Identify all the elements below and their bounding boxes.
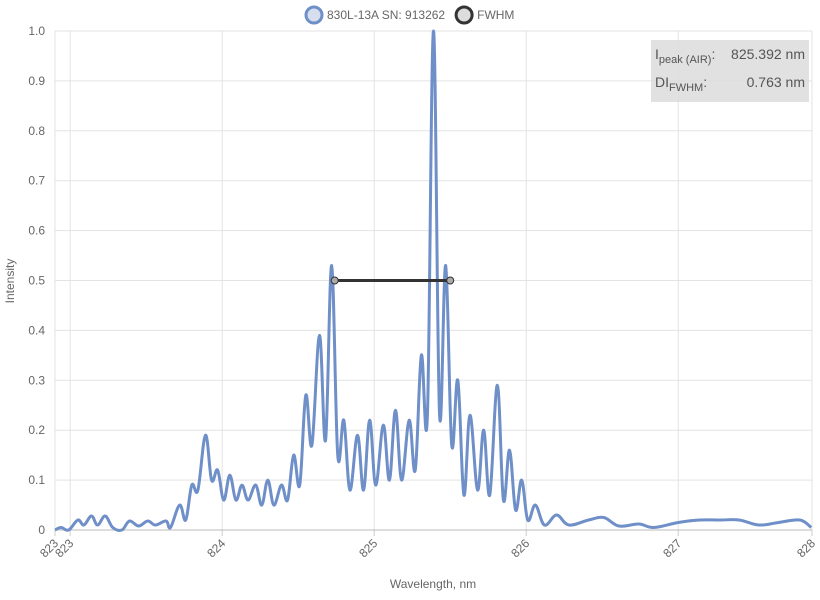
y-tick-label: 1.0 [28,24,45,38]
x-tick-label: 825 [356,536,380,560]
annotation-key: Ipeak (AIR): [655,43,715,71]
legend-label: 830L-13A SN: 913262 [327,8,445,22]
annotation-row: Ipeak (AIR): 825.392 nm [655,43,805,71]
y-tick-label: 0.8 [28,124,45,138]
x-tick-label: 827 [660,536,684,560]
legend-label: FWHM [477,8,514,22]
annotation-label: I [655,46,659,62]
spectrum-line [54,29,813,532]
y-tick-label: 0.2 [28,423,45,437]
annotation-suffix: : [711,46,716,62]
annotation-suffix: : [703,73,708,90]
y-tick-label: 0.1 [28,473,45,487]
x-tick-label: 824 [204,536,228,560]
annotation-box: Ipeak (AIR): 825.392 nm DIFWHM: 0.763 nm [651,40,809,102]
y-tick-label: 0.9 [28,74,45,88]
fwhm-point [446,276,455,285]
y-tick-label: 0.4 [28,323,45,337]
x-axis-label: Wavelength, nm [390,577,476,591]
annotation-key: DIFWHM: [655,71,707,99]
fwhm-point [330,276,339,285]
legend-marker [304,5,324,25]
annotation-sub: peak (AIR) [658,53,712,66]
x-tick-label: 826 [508,536,532,560]
annotation-value: 825.392 nm [731,46,805,62]
x-tick-label: 823 [52,536,76,560]
annotation-row: DIFWHM: 0.763 nm [655,71,805,99]
y-tick-label: 0 [38,523,45,537]
y-tick-label: 0.5 [28,274,45,288]
x-tick-label: 828 [794,536,818,560]
y-tick-label: 0.6 [28,224,45,238]
annotation-sub: FWHM [669,81,704,94]
annotation-label: DI [655,73,669,90]
y-tick-label: 0.3 [28,373,45,387]
annotation-value: 0.763 nm [746,73,805,90]
legend-marker [454,5,474,25]
y-axis-label: Intensity [3,259,17,304]
y-tick-label: 0.7 [28,174,45,188]
